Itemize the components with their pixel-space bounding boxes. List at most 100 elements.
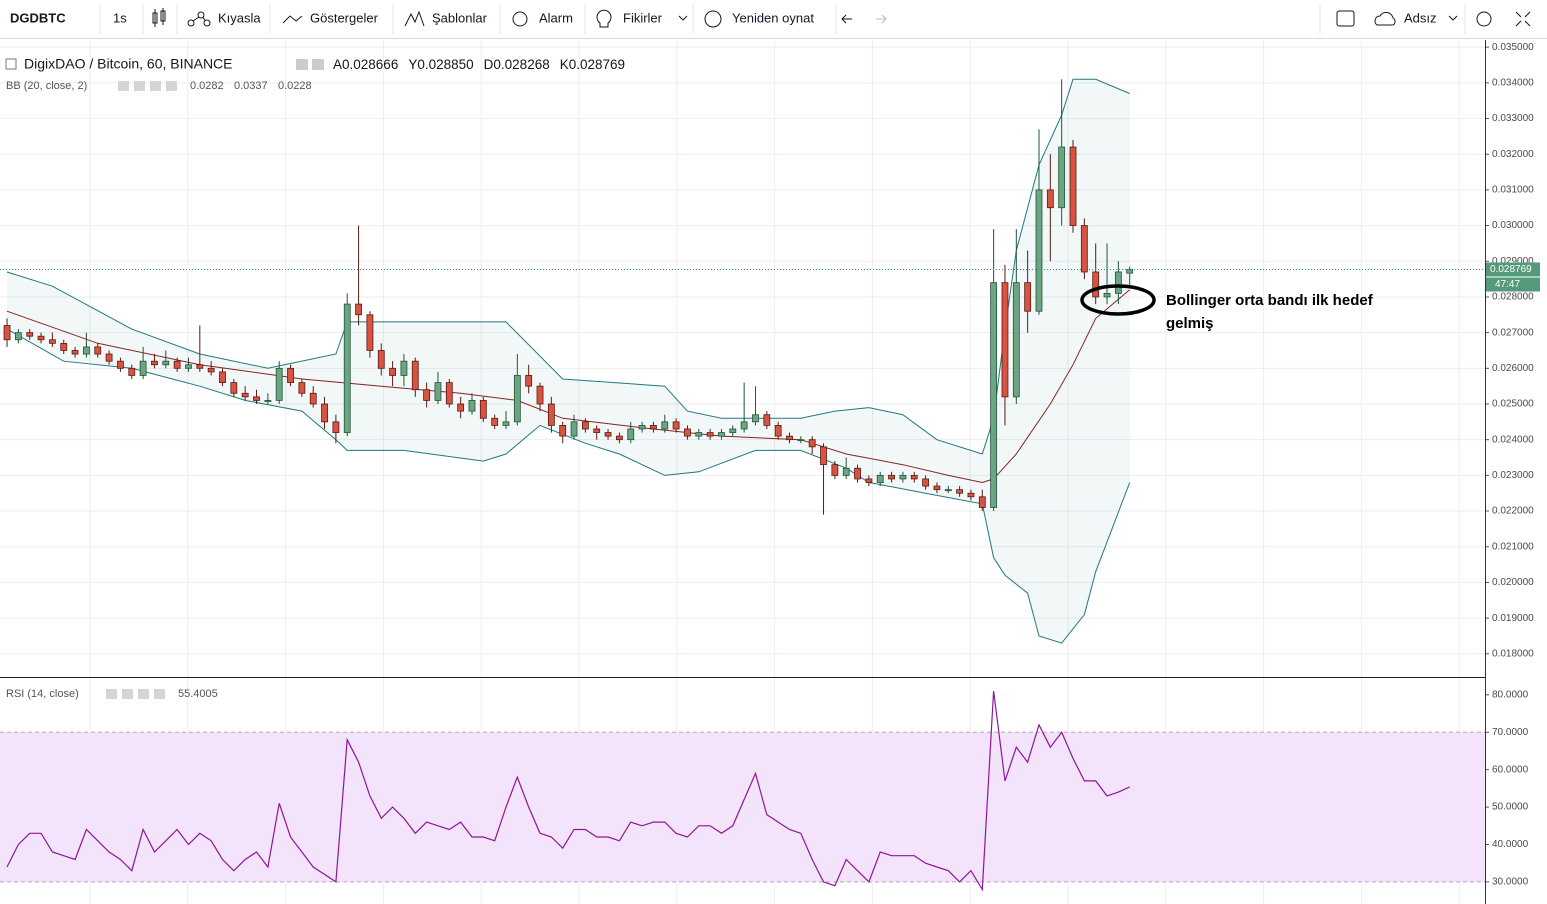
annotation-ellipse [1080,284,1156,316]
rsi-legend-buttons[interactable] [106,689,165,699]
layout-name[interactable]: Adsız [1404,10,1437,25]
interval[interactable]: 1s [113,10,127,25]
candle-icon[interactable] [152,8,166,27]
countdown-tag [1486,277,1540,292]
y-tick-label: 30.0000 [1492,877,1529,888]
ohlc-label: K [560,57,569,72]
candle-body [332,421,340,433]
candle-body [684,428,691,437]
candle-body [933,485,941,491]
ideas-button[interactable]: Fikirler [623,10,663,25]
toolbar [0,0,1547,38]
candle-body [661,421,669,430]
ohlc-value: 0.028666 [342,57,398,72]
candle-body [14,332,22,341]
y-tick-label: 70.0000 [1492,727,1529,738]
candle-body [865,478,873,483]
symbol[interactable]: DGDBTC [10,10,66,25]
candle-body [536,385,544,405]
candle-body [956,489,964,494]
cloud-icon[interactable] [1374,11,1396,26]
candle-body [241,392,249,398]
candle-body [151,360,158,366]
candle-body [820,446,827,466]
candle-body [48,339,56,344]
candle-body [910,474,918,480]
candle-body [570,421,578,437]
candle-body [627,428,635,441]
y-tick-label: 50.0000 [1492,802,1529,813]
ideas-icon[interactable] [596,9,612,28]
candle-body [672,421,680,430]
candle-body [729,428,737,433]
candle-body [1001,282,1009,398]
alert-button[interactable]: Alarm [539,10,573,25]
chart-layer: 0.035000 0.034000 0.033000 0.032000 0.031000… [0,40,1540,904]
layout-dropdown[interactable] [1448,15,1458,21]
candle-body [944,489,952,492]
candle-body [616,435,623,441]
y-tick-label: 60.0000 [1492,764,1529,775]
candle-body [1092,271,1100,298]
candle-body [990,282,998,508]
y-tick-label: 80.0000 [1492,689,1529,700]
compare-icon[interactable] [187,11,211,27]
candle-body [1035,189,1043,312]
candle-body [604,432,612,437]
compare-button[interactable]: Kıyasla [218,10,261,25]
y-tick-label: 0.030000 [1492,220,1534,231]
candle-body [1103,292,1111,298]
indicators-icon[interactable] [282,15,303,24]
countdown: 47:47 [1495,279,1520,290]
candle-body [71,350,79,355]
ideas-dropdown[interactable] [678,15,688,21]
candle-body [525,375,533,387]
candle-body [411,360,419,391]
candle-body [253,396,260,401]
bb-middle-value: 0.0282 [190,80,224,92]
last-price-label: 0.028769 [1490,264,1532,275]
bb-fill [7,79,1130,644]
candle-body [650,425,657,430]
candle-body [888,474,895,480]
redo-button[interactable] [876,14,887,24]
undo-button[interactable] [841,14,852,24]
candle-body [593,428,601,433]
collapse-legend[interactable] [5,58,17,70]
candle-body [797,439,805,442]
replay-icon[interactable] [704,10,722,28]
candle-body [922,478,929,487]
settings-button[interactable] [1476,11,1492,27]
candle-body [718,432,725,437]
candle-body [513,375,521,423]
legend-settings[interactable] [312,59,324,70]
bb-lower [6,328,1131,644]
candle-body [3,325,11,341]
rsi-value: 55.4005 [178,688,218,700]
alert-icon[interactable] [512,11,528,27]
replay-button[interactable]: Yeniden oynat [732,10,814,25]
candle-body [854,467,861,480]
templates-icon[interactable] [404,10,425,27]
candle-body [434,382,442,401]
candle-body [1046,189,1054,209]
templates-button[interactable]: Şablonlar [432,10,488,25]
bb-legend: BB (20, close, 2) [6,80,87,92]
y-tick-label: 40.0000 [1492,839,1529,850]
y-tick-label: 0.032000 [1492,149,1534,160]
candle-body [298,382,306,394]
candle-body [457,403,465,412]
y-tick-label: 0.028000 [1492,292,1534,303]
y-tick-label: 0.025000 [1492,399,1534,410]
candle-body [321,403,328,423]
indicators-button[interactable]: Göstergeler [310,10,379,25]
fullscreen-toggle[interactable] [1336,10,1355,27]
y-tick-label: 0.024000 [1492,434,1534,445]
candle-body [343,303,351,433]
legend-eye[interactable] [296,59,308,70]
maximize-button[interactable] [1515,11,1531,27]
candle-body [83,346,90,355]
candle-body [60,342,68,351]
bb-legend-buttons[interactable] [118,81,177,91]
